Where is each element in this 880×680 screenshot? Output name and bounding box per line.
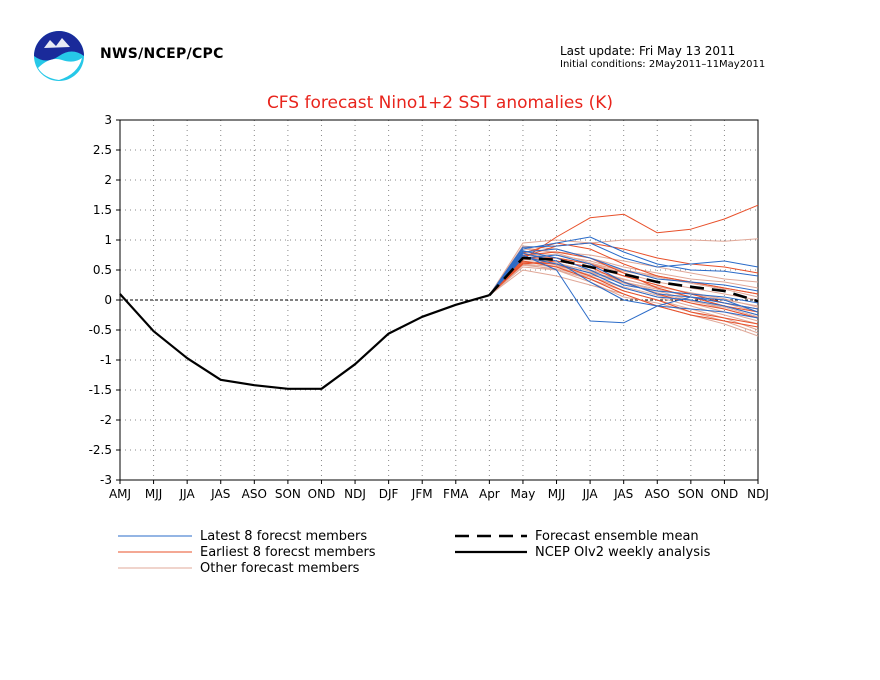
- x-tick-label: NDJ: [344, 487, 366, 501]
- x-tick-label: AMJ: [109, 487, 131, 501]
- analysis-series: [119, 293, 490, 390]
- y-tick-label: 3: [104, 113, 112, 127]
- x-tick-label: May: [511, 487, 536, 501]
- x-tick-label: DJF: [379, 487, 399, 501]
- noaa-logo: [34, 31, 84, 81]
- x-tick-label: JAS: [210, 487, 230, 501]
- x-tick-label: OND: [711, 487, 739, 501]
- earliest-member-line: [489, 251, 759, 313]
- y-tick-label: 1.5: [93, 203, 112, 217]
- last-update: Last update: Fri May 13 2011: [560, 44, 736, 58]
- y-tick-label: -1: [100, 353, 112, 367]
- x-tick-label: NDJ: [747, 487, 769, 501]
- y-tick-label: 1: [104, 233, 112, 247]
- other-member-line: [489, 264, 759, 322]
- x-tick-label: JFM: [411, 487, 433, 501]
- x-tick-label: OND: [308, 487, 336, 501]
- x-tick-label: SON: [275, 487, 301, 501]
- x-tick-label: JJA: [179, 487, 196, 501]
- legend-label-latest: Latest 8 forecst members: [200, 529, 367, 544]
- latest-member-line: [489, 248, 759, 296]
- ensemble-mean-series: [488, 256, 759, 303]
- y-tick-label: -2: [100, 413, 112, 427]
- latest-member-line: [489, 254, 759, 324]
- latest-member-line: [488, 242, 759, 296]
- y-tick-label: -3: [100, 473, 112, 487]
- x-tick-label: JJA: [582, 487, 599, 501]
- other-member-line: [488, 246, 759, 298]
- ensemble-mean-line: [488, 256, 759, 303]
- latest-member-line: [489, 252, 759, 319]
- y-tick-label: 0: [104, 293, 112, 307]
- initial-conditions: Initial conditions: 2May2011–11May2011: [560, 59, 766, 70]
- y-tick-label: -0.5: [89, 323, 112, 337]
- latest-member-line: [489, 250, 759, 304]
- earliest-member-line: [489, 242, 759, 296]
- earliest-member-line: [489, 257, 759, 310]
- y-tick-label: -1.5: [89, 383, 112, 397]
- other-member-line: [488, 238, 759, 296]
- latest-members: [488, 236, 759, 324]
- org-label: NWS/NCEP/CPC: [100, 46, 224, 62]
- y-tick-label: 2: [104, 173, 112, 187]
- legend-label-analysis: NCEP OIv2 weekly analysis: [535, 545, 711, 560]
- legend-label-earliest: Earliest 8 forecst members: [200, 545, 376, 560]
- x-tick-label: SON: [678, 487, 704, 501]
- x-tick-label: JAS: [613, 487, 633, 501]
- x-tick-label: ASO: [645, 487, 670, 501]
- x-tick-label: FMA: [443, 487, 469, 501]
- x-tick-label: ASO: [242, 487, 267, 501]
- latest-member-line: [489, 256, 759, 316]
- latest-member-line: [489, 254, 759, 310]
- y-tick-labels: 3 2.5 2 1.5 1 0.5 0 -0.5 -1 -1.5 -2 -2.5 -3: [89, 113, 112, 487]
- earliest-member-line: [489, 204, 759, 296]
- x-tick-label: MJJ: [548, 487, 565, 501]
- analysis-line: [119, 293, 490, 390]
- y-tick-label: 2.5: [93, 143, 112, 157]
- x-tick-labels: AMJ MJJ JJA JAS ASO SON OND NDJ DJF JFM FMA Apr May M…: [109, 487, 769, 501]
- x-tick-label: MJJ: [145, 487, 162, 501]
- y-tick-label: -2.5: [89, 443, 112, 457]
- chart-title: CFS forecast Nino1+2 SST anomalies (K): [267, 93, 613, 113]
- y-tick-label: 0.5: [93, 263, 112, 277]
- other-members: [488, 238, 759, 337]
- earliest-member-line: [489, 262, 759, 325]
- legend-label-other: Other forecast members: [200, 561, 360, 576]
- x-tick-label: Apr: [479, 487, 500, 501]
- legend-label-mean: Forecast ensemble mean: [535, 529, 699, 544]
